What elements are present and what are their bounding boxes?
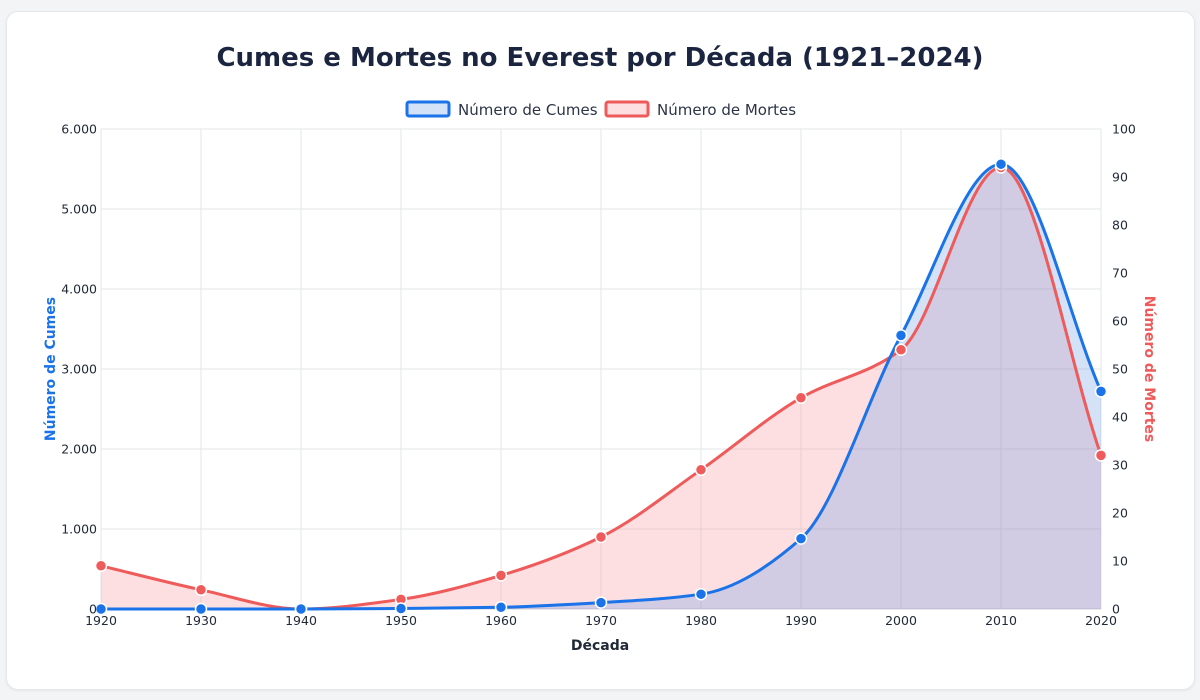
y-axis-right-label: Número de Mortes — [1141, 296, 1157, 443]
y-right-tick-label: 80 — [1112, 218, 1128, 233]
y-axis-left-label: Número de Cumes — [43, 297, 59, 441]
legend-swatch-mortes — [604, 100, 650, 118]
area-cumes — [101, 164, 1101, 609]
point-mortes — [794, 391, 808, 405]
point-mortes — [594, 530, 608, 544]
legend-swatch-cumes — [405, 100, 451, 118]
y-left-tick-label: 5.000 — [61, 202, 97, 217]
point-cumes — [794, 532, 808, 545]
y-left-tick-label: 2.000 — [61, 442, 97, 457]
y-right-tick-label: 0 — [1112, 602, 1120, 617]
point-cumes — [294, 602, 308, 616]
legend-label-cumes: Número de Cumes — [458, 101, 598, 119]
point-mortes — [1094, 449, 1108, 462]
point-mortes — [194, 583, 208, 597]
legend-label-mortes: Número de Mortes — [657, 101, 796, 119]
x-tick-label: 1990 — [785, 613, 817, 628]
point-mortes — [94, 559, 108, 573]
x-axis-label: Década — [571, 638, 629, 654]
x-tick-label: 1950 — [385, 613, 417, 628]
y-left-tick-label: 4.000 — [61, 282, 97, 297]
series-areas — [101, 164, 1101, 609]
point-cumes — [194, 602, 208, 616]
x-tick-label: 1930 — [185, 613, 217, 628]
x-tick-label: 2000 — [885, 613, 917, 628]
point-cumes — [694, 587, 708, 601]
grid — [100, 128, 1102, 610]
y-right-tick-label: 60 — [1112, 314, 1128, 329]
point-cumes — [594, 596, 608, 609]
y-right-tick-label: 10 — [1112, 554, 1128, 569]
point-cumes — [894, 329, 908, 342]
y-right-tick-label: 90 — [1112, 170, 1128, 185]
point-cumes — [94, 602, 108, 616]
point-mortes — [894, 343, 908, 357]
x-tick-label: 1940 — [285, 613, 317, 628]
y-right-tick-label: 20 — [1112, 506, 1128, 521]
x-tick-label: 1920 — [85, 613, 117, 628]
point-cumes — [494, 600, 508, 614]
y-left-tick-label: 6.000 — [61, 122, 97, 137]
area-mortes — [101, 167, 1101, 609]
point-cumes — [1094, 385, 1108, 398]
y-right-tick-label: 30 — [1112, 458, 1128, 473]
series-points — [94, 157, 1108, 616]
y-right-tick-label: 40 — [1112, 410, 1128, 425]
y-left-tick-label: 1.000 — [61, 522, 97, 537]
x-tick-label: 1960 — [485, 613, 517, 628]
y-right-ticks: 0 10 20 30 40 50 60 70 80 90 100 — [1112, 122, 1136, 617]
x-tick-label: 1970 — [585, 613, 617, 628]
y-left-tick-label: 3.000 — [61, 362, 97, 377]
y-right-tick-label: 50 — [1112, 362, 1128, 377]
x-ticks: 1920 1930 1940 1950 1960 1970 1980 1990 2000 2010… — [85, 613, 1117, 628]
point-mortes — [694, 463, 708, 477]
y-right-tick-label: 70 — [1112, 266, 1128, 281]
point-cumes — [994, 157, 1008, 171]
point-mortes — [494, 569, 508, 582]
chart-title: Cumes e Mortes no Everest por Década (19… — [216, 43, 983, 73]
legend: Número de Cumes Número de Mortes — [405, 100, 796, 119]
x-tick-label: 2020 — [1085, 613, 1117, 628]
y-left-ticks: 0 1.000 2.000 3.000 4.000 5.000 6.000 — [61, 122, 97, 617]
y-right-tick-label: 100 — [1112, 122, 1136, 137]
y-left-tick-label: 0 — [89, 602, 97, 617]
point-cumes — [394, 602, 408, 615]
x-tick-label: 2010 — [985, 613, 1017, 628]
x-tick-label: 1980 — [685, 613, 717, 628]
